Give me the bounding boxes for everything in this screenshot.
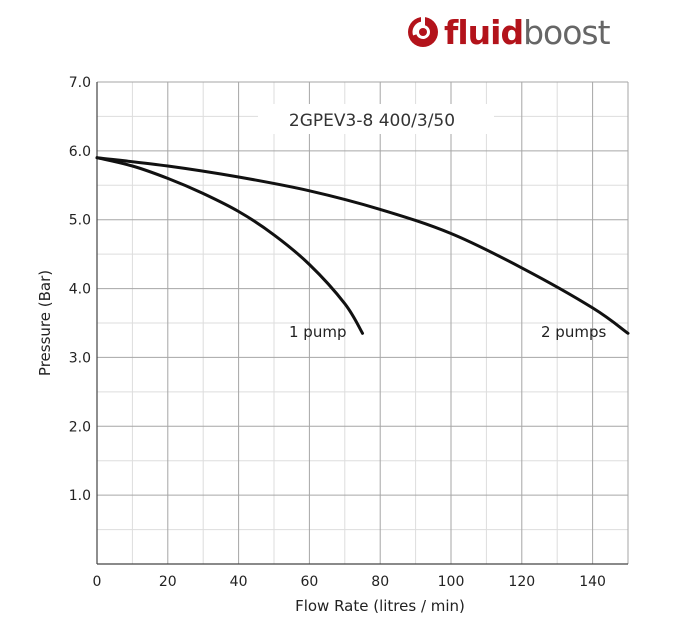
x-tick-label: 60 xyxy=(300,574,318,590)
chart-title: 2GPEV3-8 400/3/50 xyxy=(289,111,455,131)
y-tick-label: 1.0 xyxy=(69,488,91,504)
y-tick-label: 5.0 xyxy=(69,213,91,229)
x-tick-labels: 0 20 40 60 80 100 120 140 xyxy=(93,574,606,590)
y-tick-labels: 1.0 2.0 3.0 4.0 5.0 6.0 7.0 xyxy=(69,75,91,504)
fluidboost-swirl-icon xyxy=(408,17,438,47)
axes xyxy=(96,82,628,565)
brand-wordmark: fluidboost xyxy=(444,12,611,52)
x-tick-label: 100 xyxy=(438,574,465,590)
brand-logo: fluidboost xyxy=(406,12,611,52)
x-tick-label: 20 xyxy=(159,574,177,590)
x-tick-label: 0 xyxy=(93,574,102,590)
series-line-2-pumps xyxy=(95,156,630,335)
series-lines xyxy=(95,156,630,335)
x-tick-label: 140 xyxy=(579,574,606,590)
series-label-1-pump: 1 pump xyxy=(289,323,346,341)
brand-wordmark-part1: fluid xyxy=(444,12,524,52)
series-label-2-pumps: 2 pumps xyxy=(541,323,606,341)
series-line-1-pump xyxy=(95,156,364,335)
y-tick-label: 4.0 xyxy=(69,282,91,298)
x-tick-label: 80 xyxy=(371,574,389,590)
x-tick-label: 40 xyxy=(230,574,248,590)
y-axis-label: Pressure (Bar) xyxy=(36,270,54,376)
brand-wordmark-part2: boost xyxy=(523,12,610,52)
y-tick-label: 7.0 xyxy=(69,75,91,91)
y-tick-label: 2.0 xyxy=(69,419,91,435)
y-tick-label: 3.0 xyxy=(69,350,91,366)
x-axis-label: Flow Rate (litres / min) xyxy=(295,597,465,615)
chart-title-background xyxy=(258,104,494,134)
major-grid xyxy=(97,81,629,564)
y-tick-label: 6.0 xyxy=(69,144,91,160)
x-tick-label: 120 xyxy=(508,574,535,590)
